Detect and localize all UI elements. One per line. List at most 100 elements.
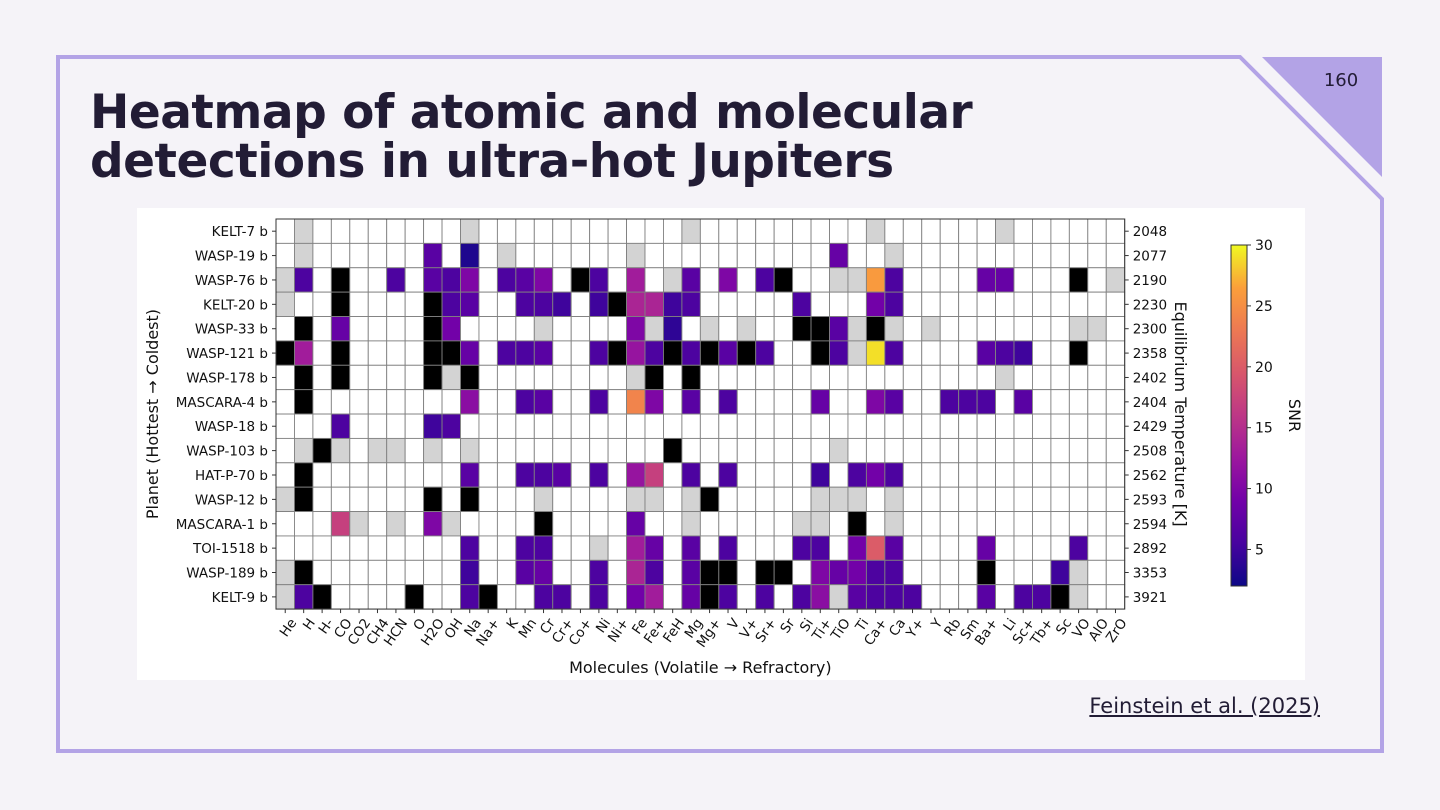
heatmap-cell: [884, 267, 904, 293]
heatmap-cell: [663, 364, 683, 391]
heatmap-cell: [644, 267, 664, 293]
heatmap-cell: [663, 559, 683, 586]
heatmap-cell: [460, 559, 480, 586]
heatmap-cell: [699, 340, 720, 366]
heatmap-cell: [884, 389, 904, 415]
heatmap-cell: [681, 364, 701, 391]
heatmap-cell: [1032, 316, 1052, 342]
heatmap-cell: [349, 437, 369, 464]
heatmap-cell: [939, 389, 960, 415]
heatmap-cell: [847, 511, 867, 537]
heatmap-cell: [552, 316, 572, 342]
heatmap-cell: [367, 316, 388, 342]
heatmap-cell: [865, 486, 886, 513]
heatmap-cell: [515, 242, 535, 269]
heatmap-cell: [552, 242, 572, 269]
heatmap-cell: [792, 511, 812, 537]
heatmap-cell: [1032, 559, 1052, 586]
heatmap-cell: [902, 584, 923, 610]
heatmap-cell: [902, 218, 923, 244]
planet-tick-label: WASP-12 b: [195, 492, 268, 508]
heatmap-cell: [884, 413, 904, 439]
heatmap-cell: [1087, 364, 1107, 391]
heatmap-cell: [423, 535, 443, 561]
heatmap-cell: [533, 340, 554, 366]
heatmap-cell: [478, 535, 498, 561]
heatmap-cell: [663, 511, 683, 537]
heatmap-cell: [865, 218, 886, 244]
frame-border: [56, 55, 1384, 753]
heatmap-cell: [1050, 218, 1070, 244]
heatmap-cell: [921, 584, 941, 610]
heatmap-cell: [496, 316, 517, 342]
heatmap-cell: [939, 218, 960, 244]
heatmap-cell: [681, 242, 701, 269]
heatmap-cell: [275, 535, 295, 561]
heatmap-cell: [367, 340, 388, 366]
heatmap-cell: [995, 291, 1015, 317]
citation-link[interactable]: Feinstein et al. (2025): [1089, 694, 1320, 718]
heatmap-cell: [663, 389, 683, 415]
heatmap-cell: [1032, 340, 1052, 366]
heatmap-cell: [1050, 316, 1070, 342]
heatmap-cell: [404, 559, 425, 586]
heatmap-cell: [404, 267, 425, 293]
heatmap-cell: [773, 486, 794, 513]
heatmap-cell: [958, 535, 978, 561]
heatmap-cell: [921, 535, 941, 561]
heatmap-cell: [460, 511, 480, 537]
heatmap-cell: [939, 486, 960, 513]
heatmap-cell: [515, 364, 535, 391]
heatmap-cell: [404, 413, 425, 439]
heatmap-cell: [829, 486, 849, 513]
heatmap-cell: [773, 437, 794, 464]
heatmap-cell: [275, 462, 295, 488]
heatmap-cell: [386, 437, 406, 464]
heatmap-cell: [792, 291, 812, 317]
heatmap-cell: [626, 316, 646, 342]
heatmap-cell: [810, 242, 830, 269]
heatmap-cell: [1013, 413, 1033, 439]
heatmap-cell: [1032, 535, 1052, 561]
heatmap-cell: [755, 242, 775, 269]
y2-axis-label: Equilibrium Temperature [K]: [1171, 301, 1190, 526]
heatmap-cell: [865, 437, 886, 464]
heatmap-cell: [921, 437, 941, 464]
heatmap-cell: [699, 559, 720, 586]
heatmap-cell: [1032, 389, 1052, 415]
heatmap-cell: [367, 389, 388, 415]
heatmap-cell: [460, 242, 480, 269]
heatmap-cell: [718, 364, 738, 391]
heatmap-cell: [773, 242, 794, 269]
heatmap-cell: [902, 291, 923, 317]
heatmap-cell: [607, 511, 628, 537]
heatmap-cell: [921, 267, 941, 293]
heatmap-cell: [718, 340, 738, 366]
heatmap-cell: [1032, 364, 1052, 391]
heatmap-cell: [644, 535, 664, 561]
heatmap-cell: [718, 291, 738, 317]
heatmap-cell: [1013, 291, 1033, 317]
heatmap-cell: [607, 535, 628, 561]
heatmap-cell: [330, 364, 351, 391]
heatmap-cell: [275, 291, 295, 317]
heatmap-cell: [810, 462, 830, 488]
heatmap-cell: [293, 389, 314, 415]
heatmap-cell: [367, 462, 388, 488]
heatmap-cell: [349, 218, 369, 244]
heatmap-cell: [773, 218, 794, 244]
heatmap-cell: [349, 535, 369, 561]
heatmap-cell: [330, 316, 351, 342]
heatmap-cell: [865, 584, 886, 610]
heatmap-cell: [607, 462, 628, 488]
heatmap-cell: [423, 218, 443, 244]
heatmap-cell: [349, 584, 369, 610]
heatmap-cell: [312, 413, 332, 439]
heatmap-cell: [663, 340, 683, 366]
heatmap-cell: [607, 584, 628, 610]
heatmap-cell: [570, 340, 591, 366]
heatmap-cell: [460, 267, 480, 293]
heatmap-cell: [884, 218, 904, 244]
heatmap-cell: [847, 584, 867, 610]
heatmap-cell: [1105, 511, 1126, 537]
